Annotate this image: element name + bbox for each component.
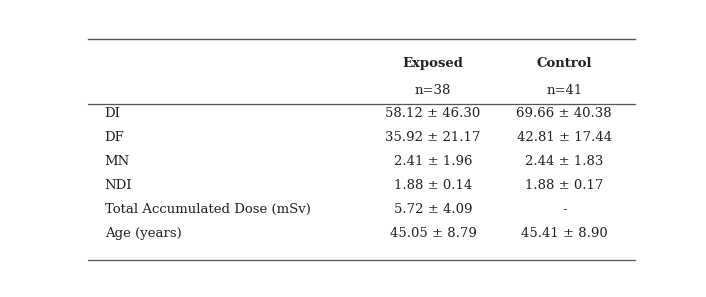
Text: Exposed: Exposed xyxy=(402,57,463,69)
Text: Control: Control xyxy=(537,57,592,69)
Text: 42.81 ± 17.44: 42.81 ± 17.44 xyxy=(517,131,612,144)
Text: 1.88 ± 0.17: 1.88 ± 0.17 xyxy=(525,179,604,192)
Text: 2.44 ± 1.83: 2.44 ± 1.83 xyxy=(525,155,604,168)
Text: DF: DF xyxy=(104,131,124,144)
Text: NDI: NDI xyxy=(104,179,132,192)
Text: DI: DI xyxy=(104,107,121,120)
Text: -: - xyxy=(562,203,567,216)
Text: 2.41 ± 1.96: 2.41 ± 1.96 xyxy=(394,155,472,168)
Text: 35.92 ± 21.17: 35.92 ± 21.17 xyxy=(385,131,481,144)
Text: 5.72 ± 4.09: 5.72 ± 4.09 xyxy=(394,203,472,216)
Text: 45.05 ± 8.79: 45.05 ± 8.79 xyxy=(390,227,477,240)
Text: Total Accumulated Dose (mSv): Total Accumulated Dose (mSv) xyxy=(104,203,311,216)
Text: n=38: n=38 xyxy=(414,84,451,97)
Text: MN: MN xyxy=(104,155,130,168)
Text: 1.88 ± 0.14: 1.88 ± 0.14 xyxy=(394,179,472,192)
Text: Age (years): Age (years) xyxy=(104,227,181,240)
Text: 69.66 ± 40.38: 69.66 ± 40.38 xyxy=(517,107,612,120)
Text: n=41: n=41 xyxy=(546,84,582,97)
Text: 58.12 ± 46.30: 58.12 ± 46.30 xyxy=(385,107,481,120)
Text: 45.41 ± 8.90: 45.41 ± 8.90 xyxy=(521,227,608,240)
